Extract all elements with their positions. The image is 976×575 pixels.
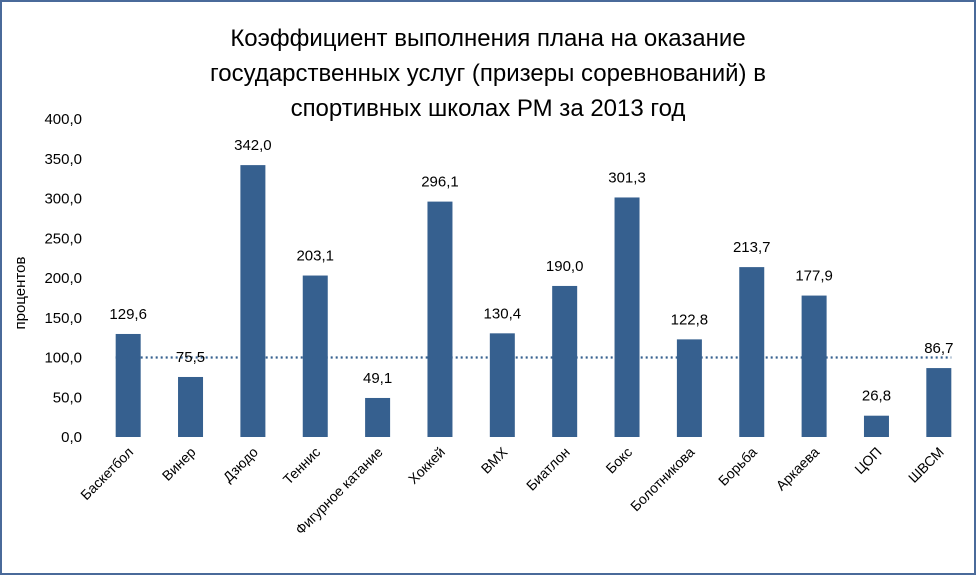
data-label: 296,1 xyxy=(421,174,459,191)
data-label: 75,5 xyxy=(176,349,205,366)
x-tick-label: Бокс xyxy=(602,444,635,477)
x-tick-label: ШВСМ xyxy=(905,444,947,486)
bar xyxy=(365,397,391,437)
data-label: 26,8 xyxy=(862,388,891,405)
bars xyxy=(115,165,952,438)
data-label: 130,4 xyxy=(484,305,522,322)
y-tick-label: 200,0 xyxy=(44,270,82,287)
x-tick-label: Винер xyxy=(159,444,199,484)
y-tick-label: 0,0 xyxy=(61,429,82,446)
x-tick-label: Хоккей xyxy=(405,444,448,487)
data-label: 122,8 xyxy=(671,311,709,328)
chart-title-line-1: Коэффициент выполнения плана на оказание xyxy=(230,25,745,52)
data-label: 190,0 xyxy=(546,258,584,275)
value-labels: 129,6 75,5 342,0 203,1 49,1 296,1 130,4 190,0 30… xyxy=(109,137,953,405)
x-tick-label: Баскетбол xyxy=(77,444,136,503)
bar xyxy=(115,333,141,437)
y-axis-label: процентов xyxy=(12,257,29,330)
data-label: 49,1 xyxy=(363,370,392,387)
y-tick-label: 100,0 xyxy=(44,350,82,367)
bar xyxy=(676,339,702,437)
x-tick-label: Биатлон xyxy=(523,444,573,494)
x-tick-label: Дзюдо xyxy=(220,444,262,486)
bar xyxy=(240,165,266,438)
bar xyxy=(926,368,952,437)
data-label: 177,9 xyxy=(795,268,833,285)
bar xyxy=(489,333,515,437)
data-label: 129,6 xyxy=(109,306,147,323)
bar xyxy=(614,197,640,437)
chart-title-line-3: спортивных школах РМ за 2013 год xyxy=(291,95,686,122)
x-tick-label: Теннис xyxy=(280,444,324,488)
y-tick-label: 400,0 xyxy=(44,111,82,128)
bar xyxy=(552,285,578,437)
bar xyxy=(427,201,453,437)
y-tick-label: 250,0 xyxy=(44,230,82,247)
data-label: 213,7 xyxy=(733,239,771,256)
y-tick-label: 150,0 xyxy=(44,310,82,327)
chart-title: Коэффициент выполнения плана на оказание… xyxy=(210,25,766,122)
x-tick-label: Борьба xyxy=(715,444,760,489)
data-label: 86,7 xyxy=(924,340,953,357)
bar xyxy=(178,376,204,437)
chart-title-line-2: государственных услуг (призеры соревнова… xyxy=(210,60,766,87)
x-tick-label: Аркаева xyxy=(773,444,823,494)
y-tick-label: 350,0 xyxy=(44,151,82,168)
data-label: 203,1 xyxy=(296,248,334,265)
bar xyxy=(302,275,328,437)
data-label: 342,0 xyxy=(234,137,272,154)
x-tick-label: ВМХ xyxy=(478,443,511,476)
x-tick-label: ЦОП xyxy=(851,444,884,477)
bar xyxy=(801,295,827,437)
y-tick-label: 300,0 xyxy=(44,191,82,208)
y-tick-label: 50,0 xyxy=(53,389,82,406)
bar xyxy=(739,267,765,437)
data-label: 301,3 xyxy=(608,169,646,186)
bar xyxy=(863,415,889,437)
x-tick-label: Болотникова xyxy=(627,444,698,515)
y-axis-ticks: 0,0 50,0 100,0 150,0 200,0 250,0 300,0 350,0 400… xyxy=(44,111,82,446)
